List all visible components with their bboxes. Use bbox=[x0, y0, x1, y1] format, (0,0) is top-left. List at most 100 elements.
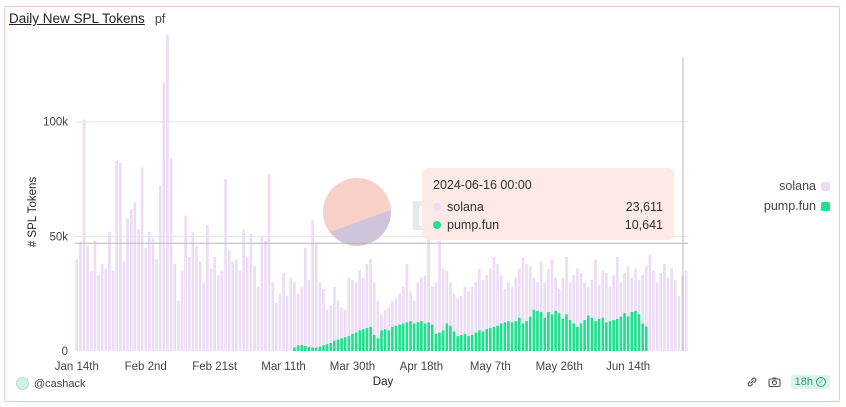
solana-bar bbox=[253, 266, 256, 351]
avatar bbox=[16, 377, 29, 390]
solana-bar bbox=[376, 300, 380, 351]
solana-bar bbox=[267, 174, 271, 351]
solana-bar bbox=[75, 259, 79, 351]
solana-bar bbox=[108, 231, 111, 351]
solana-bar bbox=[195, 245, 198, 351]
solana-bar bbox=[543, 282, 547, 351]
solana-bar bbox=[271, 282, 274, 351]
link-icon[interactable] bbox=[745, 375, 759, 389]
solana-bar bbox=[525, 263, 528, 351]
solana-bar bbox=[489, 268, 492, 351]
pump-fun-bar bbox=[296, 345, 300, 351]
x-axis: Jan 14th Feb 2nd Feb 21st Mar 11th Mar 30th A… bbox=[55, 361, 650, 373]
pump-fun-bar bbox=[619, 316, 623, 351]
pump-fun-bar bbox=[543, 317, 547, 351]
solana-bar bbox=[293, 282, 296, 351]
solana-bar bbox=[278, 293, 282, 351]
solana-bar bbox=[314, 243, 318, 351]
solana-bar bbox=[565, 256, 568, 351]
pump-fun-bar bbox=[358, 330, 362, 351]
pump-fun-bar bbox=[576, 326, 579, 351]
pump-fun-bar bbox=[492, 326, 496, 351]
pump-fun-bar bbox=[608, 321, 612, 351]
pump-fun-bar bbox=[322, 345, 325, 351]
solana-bar bbox=[235, 259, 238, 351]
solana-bar bbox=[550, 259, 554, 351]
pump-fun-bar bbox=[489, 328, 492, 351]
pump-fun-bar bbox=[521, 323, 525, 351]
solana-bar bbox=[224, 179, 227, 351]
camera-icon[interactable] bbox=[768, 375, 782, 389]
pump-fun-bar bbox=[528, 316, 532, 351]
solana-bar bbox=[481, 279, 485, 351]
x-tick-label: Feb 21st bbox=[192, 361, 238, 373]
pump-fun-bar bbox=[380, 330, 383, 351]
pump-fun-bar bbox=[354, 332, 358, 351]
pump-fun-bar bbox=[601, 317, 605, 351]
series-solana bbox=[75, 34, 688, 352]
footer-actions: 18h ✓ bbox=[745, 375, 830, 389]
solana-bar bbox=[663, 263, 666, 351]
solana-bar bbox=[369, 259, 372, 351]
solana-bar bbox=[111, 270, 115, 351]
solana-bar bbox=[503, 289, 507, 351]
legend-label: solana bbox=[779, 179, 816, 193]
legend-item-pump-fun[interactable]: pump.fun bbox=[764, 196, 830, 216]
check-circle-icon: ✓ bbox=[816, 377, 826, 387]
pump-fun-bar bbox=[644, 326, 648, 351]
solana-bar bbox=[362, 277, 365, 351]
x-tick-label: Mar 30th bbox=[330, 361, 375, 373]
x-tick-label: Mar 11th bbox=[261, 361, 306, 373]
solana-bar bbox=[427, 236, 430, 351]
tooltip-date: 2024-06-16 00:00 bbox=[433, 178, 532, 192]
solana-bar bbox=[289, 277, 293, 351]
chart-title[interactable]: Daily New SPL Tokens bbox=[9, 11, 145, 26]
pump-fun-bar bbox=[579, 323, 583, 351]
solana-bar bbox=[670, 268, 673, 351]
pump-fun-bar bbox=[539, 312, 543, 351]
solana-bar bbox=[264, 240, 267, 351]
pump-fun-bar bbox=[630, 312, 634, 351]
solana-bar bbox=[372, 282, 376, 351]
pump-fun-bar bbox=[496, 325, 499, 351]
y-axis-title: # SPL Tokens bbox=[27, 177, 39, 248]
solana-bar bbox=[122, 261, 126, 351]
pump-fun-bar bbox=[536, 310, 539, 351]
solana-bar bbox=[155, 259, 158, 351]
pump-fun-bar bbox=[365, 328, 369, 351]
pump-fun-bar bbox=[594, 321, 597, 351]
solana-bar bbox=[333, 286, 336, 351]
author-link[interactable]: @cashack bbox=[16, 377, 86, 390]
solana-bar bbox=[463, 286, 467, 351]
solana-bar bbox=[79, 242, 82, 351]
pump-fun-bar bbox=[478, 330, 481, 351]
solana-bar bbox=[644, 266, 648, 351]
solana-bar bbox=[93, 240, 97, 351]
legend-item-solana[interactable]: solana bbox=[764, 176, 830, 196]
solana-bar bbox=[296, 293, 300, 351]
solana-bar bbox=[677, 295, 681, 351]
pump-fun-bar bbox=[311, 347, 314, 351]
pump-fun-bar bbox=[376, 338, 380, 351]
solana-bar bbox=[304, 247, 307, 351]
refresh-time: 18h bbox=[794, 376, 813, 388]
solana-bar bbox=[148, 231, 151, 351]
solana-bar bbox=[394, 298, 398, 351]
solana-bar bbox=[158, 185, 162, 351]
solana-bar bbox=[307, 279, 311, 351]
solana-bar bbox=[456, 298, 459, 351]
pump-fun-bar bbox=[343, 337, 347, 351]
solana-bar bbox=[322, 289, 325, 351]
solana-bar bbox=[492, 256, 496, 351]
x-tick-label: Feb 2nd bbox=[125, 361, 167, 373]
solana-bar bbox=[133, 201, 137, 351]
refresh-badge[interactable]: 18h ✓ bbox=[790, 375, 830, 389]
tooltip-row-value: 23,611 bbox=[625, 200, 663, 214]
solana-bar bbox=[423, 275, 427, 351]
pump-fun-bar bbox=[441, 330, 445, 351]
solana-bar bbox=[449, 282, 452, 351]
legend: solana pump.fun bbox=[764, 176, 830, 216]
solana-bar bbox=[528, 266, 532, 351]
tooltip-row-value: 10,641 bbox=[624, 218, 663, 232]
pump-fun-bar bbox=[329, 342, 333, 351]
